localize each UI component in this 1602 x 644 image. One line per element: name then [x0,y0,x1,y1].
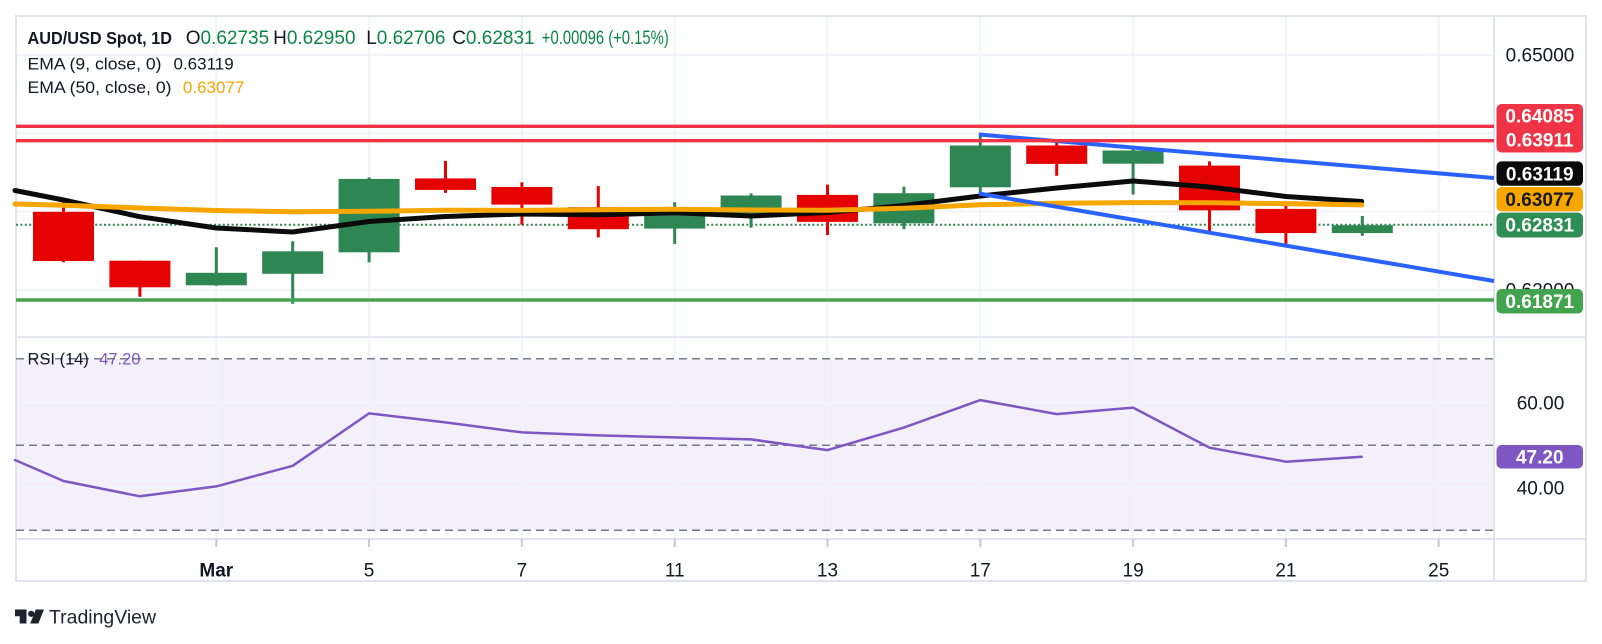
svg-text:L0.62706: L0.62706 [366,28,445,49]
svg-text:EMA (9, close, 0): EMA (9, close, 0) [28,55,162,74]
svg-text:AUD/USD Spot, 1D: AUD/USD Spot, 1D [28,28,173,48]
svg-text:0.63119: 0.63119 [1506,164,1574,185]
svg-text:7: 7 [517,561,528,582]
svg-text:40.00: 40.00 [1517,478,1565,499]
svg-text:47.20: 47.20 [99,351,140,369]
svg-text:0.63077: 0.63077 [1505,190,1574,211]
svg-text:C0.62831: C0.62831 [452,28,534,49]
svg-text:0.63911: 0.63911 [1506,131,1574,152]
svg-text:EMA (50, close, 0): EMA (50, close, 0) [28,78,172,97]
svg-text:13: 13 [817,561,838,582]
svg-text:0.64085: 0.64085 [1505,107,1574,128]
svg-text:21: 21 [1275,561,1296,582]
svg-text:17: 17 [970,561,991,582]
svg-text:RSI (14): RSI (14) [28,351,89,369]
svg-text:5: 5 [364,561,375,582]
svg-text:47.20: 47.20 [1516,447,1564,468]
svg-text:25: 25 [1428,561,1449,582]
svg-text:0.63119: 0.63119 [174,55,234,74]
svg-text:0.65000: 0.65000 [1506,46,1575,67]
svg-text:19: 19 [1123,561,1144,582]
svg-text:0.61871: 0.61871 [1505,292,1574,313]
svg-text:H0.62950: H0.62950 [273,28,355,49]
svg-text:0.63077: 0.63077 [183,78,244,97]
svg-text:Mar: Mar [199,561,233,582]
svg-text:O0.62735: O0.62735 [186,28,269,49]
svg-text:TradingView: TradingView [49,607,156,628]
svg-text:11: 11 [665,561,685,582]
svg-text:60.00: 60.00 [1517,394,1565,415]
svg-text:0.62831: 0.62831 [1505,216,1574,237]
svg-text:+0.00096 (+0.15%): +0.00096 (+0.15%) [542,28,669,49]
